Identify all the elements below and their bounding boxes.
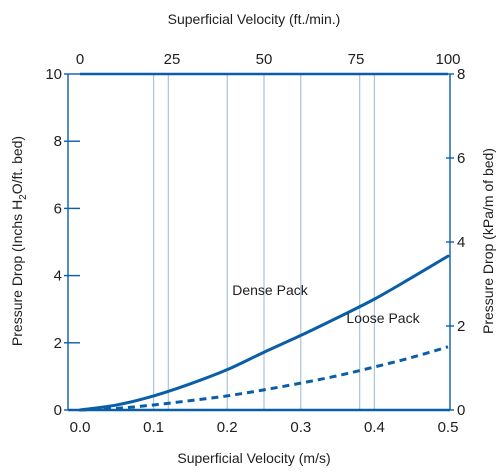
left-tick-label-5: 10 [45,66,62,83]
top-tick-label-4: 100 [435,51,460,68]
series-label-loose-pack: Loose Pack [346,310,420,326]
grid [153,74,375,410]
left-tick-label-2: 4 [54,268,62,285]
right-axis-title: Pressure Drop (kPa/m of bed) [480,148,496,334]
right-tick-label-0: 0 [457,402,465,419]
bottom-tick-label-3: 0.3 [290,419,311,436]
left-tick-label-4: 8 [54,133,62,150]
right-tick-label-2: 4 [457,234,465,251]
right-tick-label-4: 8 [457,66,465,83]
left-axis-title-part-1: Pressure Drop (Inchs H [9,200,25,346]
left-axis-title: Pressure Drop (Inchs H2O/ft. bed) [9,136,29,346]
top-tick-label-2: 50 [256,51,273,68]
series-lines [78,254,450,412]
top-tick-label-0: 0 [76,51,84,68]
left-axis-title-part-2: O/ft. bed) [9,136,25,194]
top-axis-title: Superficial Velocity (ft./min.) [168,11,341,27]
top-tick-label-1: 25 [164,51,181,68]
bottom-tick-label-4: 0.4 [364,419,385,436]
axes [67,72,451,412]
bottom-tick-label-0: 0.0 [70,419,91,436]
bottom-tick-label-1: 0.1 [143,419,164,436]
left-tick-label-3: 6 [54,200,62,217]
top-tick-label-3: 75 [348,51,365,68]
left-tick-label-0: 0 [54,402,62,419]
right-tick-label-1: 2 [457,318,465,335]
right-tick-label-3: 6 [457,150,465,167]
left-axis-title-subscript: 2 [18,194,29,200]
bottom-tick-label-5: 0.5 [438,419,459,436]
series-line-dense-pack [78,254,450,412]
left-tick-label-1: 2 [54,335,62,352]
bottom-tick-label-2: 0.2 [217,419,238,436]
series-line-loose-pack [79,345,449,412]
series-label-dense-pack: Dense Pack [232,282,308,298]
bottom-axis-title: Superficial Velocity (m/s) [177,450,330,466]
